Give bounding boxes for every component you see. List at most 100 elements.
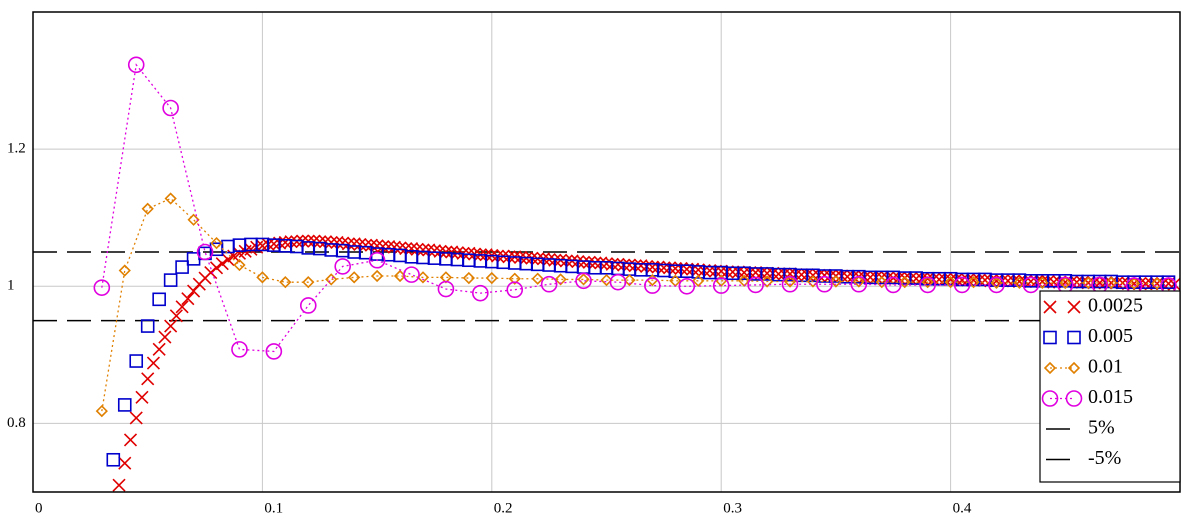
marker-x	[410, 242, 424, 256]
marker-x	[622, 258, 637, 272]
marker-x	[330, 235, 344, 249]
marker-x	[112, 478, 126, 492]
marker-diamond	[577, 273, 590, 286]
marker-diamond	[623, 273, 636, 287]
marker-square	[140, 319, 155, 333]
marker-diamond	[967, 276, 980, 289]
marker-x	[382, 239, 396, 254]
series-line	[101, 197, 1158, 412]
marker-x	[433, 244, 447, 258]
marker-circle	[265, 343, 283, 360]
marker-circle	[162, 99, 179, 117]
marker-circle	[575, 272, 592, 290]
marker-diamond	[439, 271, 453, 284]
y-tick-label: 0.8	[7, 415, 26, 431]
marker-square	[106, 452, 121, 467]
series-line	[101, 63, 1169, 353]
marker-square	[152, 292, 166, 307]
marker-x	[1067, 300, 1081, 314]
marker-diamond	[279, 276, 292, 289]
marker-diamond	[348, 271, 361, 284]
marker-x	[146, 356, 161, 370]
x-tick-label: 0.4	[953, 500, 972, 516]
marker-circle	[1022, 276, 1040, 294]
marker-x	[221, 252, 235, 267]
marker-x	[175, 300, 189, 314]
marker-circle	[609, 273, 627, 291]
marker-x	[771, 267, 786, 281]
marker-diamond	[462, 271, 475, 285]
marker-diamond	[141, 202, 154, 215]
marker-circle	[1065, 390, 1083, 407]
y-tick-label: 1	[7, 278, 15, 294]
legend-label: 5%	[1088, 417, 1115, 439]
marker-x	[301, 234, 315, 248]
marker-diamond	[554, 273, 567, 286]
marker-x	[181, 292, 195, 306]
marker-x	[152, 342, 166, 356]
marker-diamond	[370, 269, 384, 283]
marker-diamond	[806, 275, 820, 288]
marker-x	[737, 266, 751, 280]
marker-x	[318, 235, 333, 249]
marker-circle	[884, 276, 902, 294]
marker-x	[215, 257, 229, 271]
marker-circle	[472, 284, 489, 302]
marker-x	[399, 242, 413, 256]
marker-x	[324, 235, 338, 249]
marker-x	[634, 259, 648, 273]
marker-x	[278, 235, 292, 249]
marker-diamond	[1127, 277, 1141, 290]
marker-circle	[781, 275, 799, 293]
marker-circle	[403, 266, 420, 283]
marker-x	[341, 237, 355, 251]
marker-x	[359, 238, 373, 252]
marker-diamond	[1043, 361, 1057, 375]
marker-x	[393, 241, 407, 255]
marker-x	[794, 268, 809, 282]
marker-circle	[506, 281, 524, 299]
marker-diamond	[944, 276, 957, 289]
marker-x	[422, 243, 436, 257]
marker-diamond	[829, 275, 843, 288]
marker-circle	[540, 275, 558, 293]
marker-diamond	[1150, 277, 1164, 290]
marker-x	[955, 273, 969, 287]
marker-diamond	[325, 273, 338, 286]
marker-diamond	[508, 272, 521, 285]
marker-circle	[644, 277, 661, 294]
marker-x	[450, 246, 464, 260]
marker-diamond	[95, 404, 108, 418]
marker-square	[163, 273, 178, 287]
marker-circle	[437, 280, 455, 298]
marker-diamond	[783, 275, 797, 288]
marker-x	[387, 240, 401, 254]
marker-circle	[368, 251, 386, 269]
marker-diamond	[256, 271, 269, 284]
marker-x	[290, 235, 304, 249]
marker-diamond	[210, 236, 223, 250]
marker-x	[129, 411, 143, 425]
marker-x	[817, 268, 831, 282]
marker-circle	[953, 276, 971, 294]
marker-diamond	[118, 264, 131, 277]
marker-square	[1067, 330, 1081, 345]
marker-x	[364, 238, 378, 252]
marker-x	[404, 242, 419, 256]
marker-diamond	[852, 275, 865, 288]
marker-square	[129, 354, 144, 368]
y-tick-label: 1.2	[7, 141, 26, 157]
marker-x	[370, 239, 384, 253]
marker-circle	[93, 279, 111, 296]
legend-label: -5%	[1088, 447, 1121, 469]
marker-x	[307, 234, 321, 248]
marker-circle	[127, 56, 145, 74]
marker-diamond	[990, 276, 1003, 289]
marker-diamond	[1105, 276, 1118, 289]
marker-x	[376, 239, 390, 254]
marker-x	[576, 255, 591, 269]
marker-x	[123, 433, 138, 447]
marker-x	[169, 309, 183, 323]
x-tick-label: 0	[35, 500, 43, 516]
